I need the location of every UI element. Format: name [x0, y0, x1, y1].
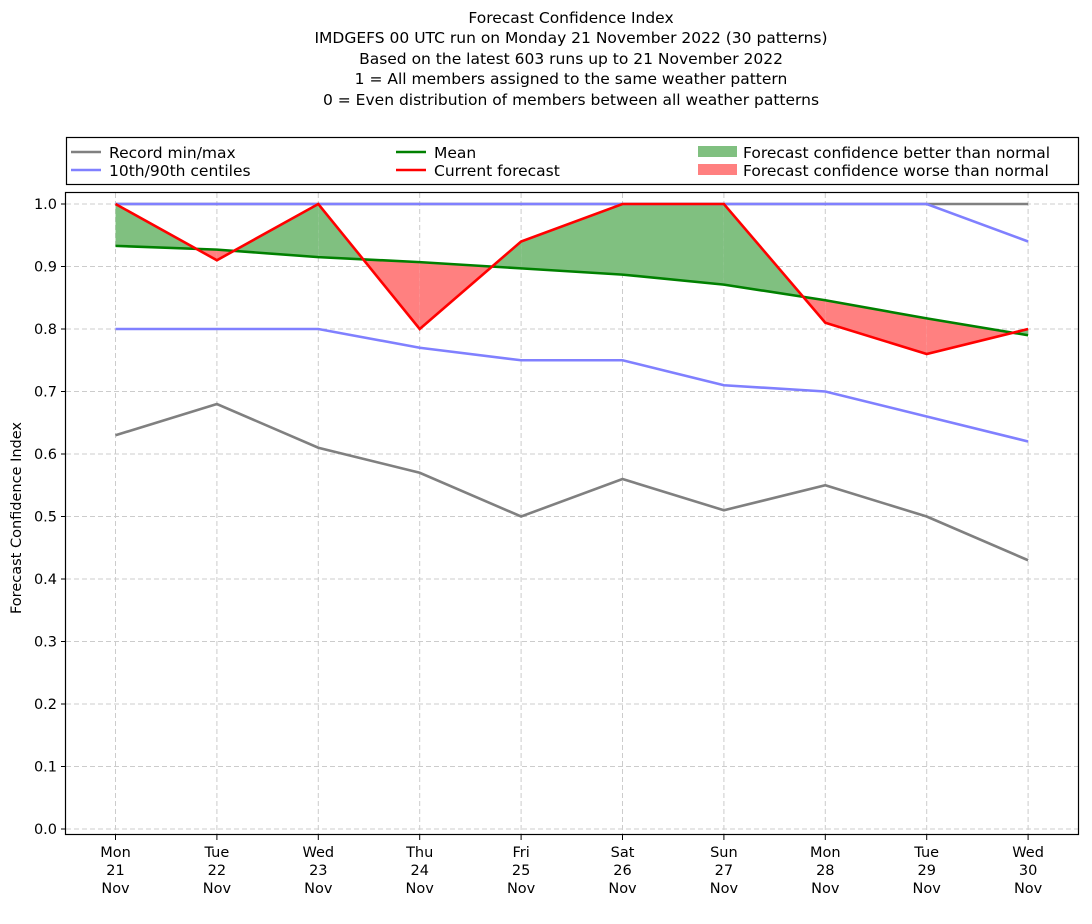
x-tick-label: Thu [405, 845, 433, 861]
legend-label-centiles: 10th/90th centiles [109, 162, 251, 180]
y-tick-label: 0.0 [34, 822, 57, 838]
legend-label-current: Current forecast [434, 162, 560, 180]
x-tick-label: Tue [204, 845, 230, 861]
y-tick-label: 0.6 [34, 447, 57, 463]
x-tick-label: Tue [913, 845, 939, 861]
x-tick-label: 21 [106, 863, 124, 879]
x-tick-label: 23 [309, 863, 327, 879]
title-line-3: Based on the latest 603 runs up to 21 No… [359, 49, 783, 68]
x-tick-label: 26 [613, 863, 631, 879]
x-tick-label: Nov [304, 881, 333, 897]
x-tick-label: 30 [1019, 863, 1037, 879]
title-line-2: IMDGEFS 00 UTC run on Monday 21 November… [314, 29, 828, 48]
line-current [114, 202, 1029, 356]
legend-label-record: Record min/max [109, 144, 236, 162]
line-record-min [115, 402, 1029, 562]
y-tick-label: 0.1 [34, 760, 57, 776]
y-tick-label: 0.4 [34, 572, 57, 588]
x-tick-label: Fri [512, 845, 529, 861]
x-tick-label: Nov [811, 881, 840, 897]
title-line-1: Forecast Confidence Index [468, 9, 674, 27]
y-tick-label: 0.5 [34, 510, 57, 526]
x-tick-label: 24 [410, 863, 428, 879]
line-mean [115, 244, 1029, 337]
x-tick-label: Nov [203, 881, 232, 897]
x-tick-label: 29 [917, 863, 935, 879]
legend-label-worse: Forecast confidence worse than normal [743, 162, 1049, 180]
legend-label-mean: Mean [434, 144, 476, 162]
x-tick-label: Nov [608, 881, 637, 897]
x-axis: Mon 21 Nov Tue 22 Nov Wed 23 Nov Thu 24 Nov Fri 25 Nov… [100, 835, 1044, 897]
y-tick-label: 1.0 [34, 197, 57, 213]
x-tick-label: Mon [100, 845, 131, 861]
x-tick-label: 25 [512, 863, 530, 879]
y-axis: 0.0 0.1 0.2 0.3 0.4 0.5 0.6 0.7 0.8 0.9 1.0 [34, 197, 66, 838]
x-tick-label: Mon [810, 845, 841, 861]
line-p90 [115, 202, 1029, 243]
y-tick-label: 0.2 [34, 697, 57, 713]
confidence-fills [115, 204, 1029, 354]
legend-label-better: Forecast confidence better than normal [743, 144, 1050, 162]
title-line-5: 0 = Even distribution of members between… [322, 90, 820, 109]
chart-title: Forecast Confidence Index IMDGEFS 00 UTC… [0, 8, 1092, 110]
x-tick-label: Nov [507, 881, 536, 897]
x-tick-label: 28 [816, 863, 834, 879]
y-axis-label: Forecast Confidence Index [9, 422, 25, 614]
x-tick-label: Nov [913, 881, 942, 897]
x-tick-label: 22 [208, 863, 226, 879]
fill-better-than-normal [622, 204, 724, 285]
y-tick-label: 0.3 [34, 635, 57, 651]
fill-worse-than-normal [825, 300, 927, 354]
x-tick-label: Wed [1012, 845, 1044, 861]
x-tick-label: Wed [302, 845, 334, 861]
title-line-4: 1 = All members assigned to the same wea… [354, 70, 788, 89]
y-tick-label: 0.8 [34, 322, 57, 338]
line-p10 [115, 327, 1029, 443]
fill-better-than-normal [233, 204, 319, 258]
x-tick-label: Nov [1014, 881, 1043, 897]
plot-frame [64, 191, 1080, 836]
x-tick-label: Nov [710, 881, 739, 897]
series-lines [114, 202, 1029, 562]
legend-swatch-worse [698, 164, 737, 175]
x-tick-label: 27 [715, 863, 733, 879]
fill-worse-than-normal [926, 318, 1013, 354]
y-tick-label: 0.7 [34, 385, 57, 401]
legend-box [65, 136, 1080, 186]
x-tick-label: Nov [101, 881, 130, 897]
x-tick-label: Sat [611, 845, 635, 861]
legend-swatch-better [698, 146, 737, 157]
fill-better-than-normal [521, 204, 623, 275]
grid [66, 193, 1078, 834]
legend: Record min/max 10th/90th centiles Mean C… [65, 136, 1080, 186]
x-tick-label: Nov [406, 881, 435, 897]
x-tick-label: Sun [710, 845, 738, 861]
y-tick-label: 0.9 [34, 260, 57, 276]
